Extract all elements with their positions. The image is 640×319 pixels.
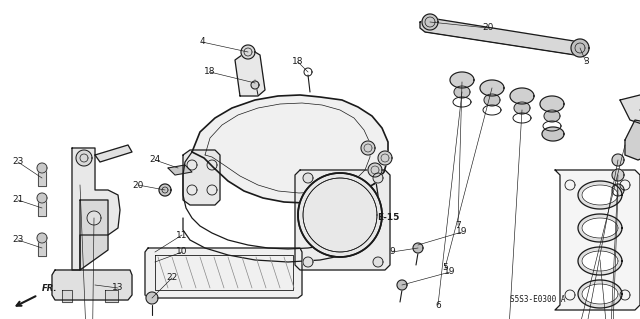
Text: 5: 5 — [442, 263, 448, 272]
Polygon shape — [298, 173, 382, 257]
Polygon shape — [612, 154, 624, 166]
Text: 24: 24 — [149, 155, 161, 165]
Polygon shape — [582, 218, 618, 238]
Polygon shape — [578, 280, 622, 308]
Text: 18: 18 — [204, 68, 216, 77]
Polygon shape — [183, 150, 220, 205]
Text: 4: 4 — [199, 38, 205, 47]
Polygon shape — [582, 284, 618, 304]
Polygon shape — [95, 145, 132, 162]
Text: FR.: FR. — [42, 284, 58, 293]
Polygon shape — [52, 270, 132, 300]
Polygon shape — [76, 150, 92, 166]
Polygon shape — [454, 86, 470, 98]
Polygon shape — [80, 200, 108, 270]
Text: S5S3-E0300 A: S5S3-E0300 A — [510, 295, 566, 305]
Polygon shape — [450, 72, 474, 88]
Text: E-15: E-15 — [377, 213, 399, 222]
Text: 19: 19 — [456, 227, 468, 236]
Polygon shape — [397, 280, 407, 290]
Polygon shape — [373, 257, 383, 267]
Polygon shape — [361, 141, 375, 155]
Polygon shape — [514, 102, 530, 114]
Text: 7: 7 — [455, 220, 461, 229]
Polygon shape — [571, 39, 589, 57]
Polygon shape — [373, 173, 383, 183]
Polygon shape — [251, 81, 259, 89]
Text: 23: 23 — [12, 158, 24, 167]
Polygon shape — [145, 248, 302, 298]
Polygon shape — [413, 243, 423, 253]
Polygon shape — [625, 120, 640, 160]
Polygon shape — [540, 96, 564, 112]
Polygon shape — [37, 233, 47, 243]
Polygon shape — [38, 170, 46, 186]
Polygon shape — [582, 251, 618, 271]
Polygon shape — [378, 151, 392, 165]
Polygon shape — [168, 165, 192, 175]
Polygon shape — [159, 184, 171, 196]
Text: 19: 19 — [444, 268, 456, 277]
Polygon shape — [72, 148, 120, 270]
Polygon shape — [484, 94, 500, 106]
Polygon shape — [105, 290, 118, 302]
Polygon shape — [235, 52, 265, 96]
Polygon shape — [241, 45, 255, 59]
Text: 9: 9 — [389, 248, 395, 256]
Polygon shape — [295, 170, 390, 270]
Text: 23: 23 — [12, 235, 24, 244]
Polygon shape — [303, 257, 313, 267]
Polygon shape — [37, 193, 47, 203]
Polygon shape — [542, 127, 564, 141]
Polygon shape — [582, 185, 618, 205]
Polygon shape — [420, 18, 582, 55]
Polygon shape — [578, 214, 622, 242]
Text: 21: 21 — [12, 196, 24, 204]
Polygon shape — [37, 163, 47, 173]
Polygon shape — [612, 169, 624, 181]
Polygon shape — [422, 14, 438, 30]
Text: 11: 11 — [176, 231, 188, 240]
Text: 18: 18 — [292, 57, 304, 66]
Text: 10: 10 — [176, 248, 188, 256]
Polygon shape — [555, 170, 640, 310]
Polygon shape — [578, 181, 622, 209]
Polygon shape — [38, 240, 46, 256]
Text: 6: 6 — [435, 300, 441, 309]
Polygon shape — [62, 290, 72, 302]
Polygon shape — [544, 110, 560, 122]
Polygon shape — [480, 80, 504, 96]
Polygon shape — [578, 247, 622, 275]
Polygon shape — [368, 163, 382, 177]
Polygon shape — [192, 95, 388, 203]
Text: 20: 20 — [132, 181, 144, 189]
Polygon shape — [510, 88, 534, 104]
Text: 3: 3 — [583, 57, 589, 66]
Polygon shape — [146, 292, 158, 304]
Polygon shape — [612, 184, 624, 196]
Text: 13: 13 — [112, 284, 124, 293]
Polygon shape — [303, 173, 313, 183]
Polygon shape — [87, 211, 101, 225]
Text: 22: 22 — [166, 273, 178, 283]
Polygon shape — [38, 200, 46, 216]
Text: 20: 20 — [483, 24, 493, 33]
Polygon shape — [620, 95, 640, 125]
